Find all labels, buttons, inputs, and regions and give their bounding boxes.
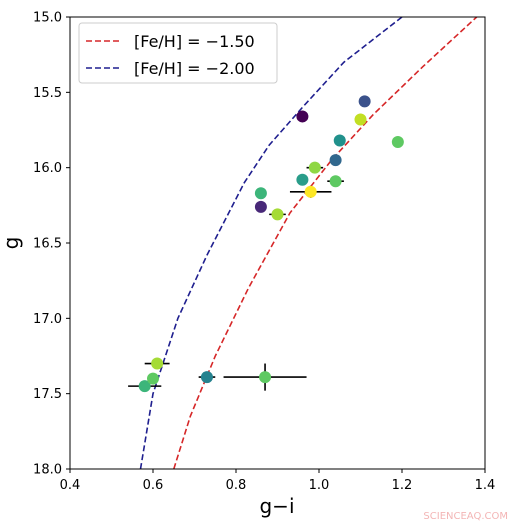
data-point <box>391 136 404 149</box>
y-tick-label: 17.5 <box>33 387 62 402</box>
data-point <box>304 185 317 198</box>
legend-box <box>78 22 278 84</box>
x-tick-label: 1.0 <box>309 478 330 493</box>
data-point <box>333 134 346 147</box>
x-axis-ticks: 0.4 0.6 0.8 1.0 1.2 1.4 <box>60 469 496 493</box>
data-point <box>354 113 367 126</box>
isochrone-curves <box>139 17 478 469</box>
x-tick-label: 1.4 <box>475 478 496 493</box>
x-tick-label: 1.2 <box>392 478 413 493</box>
data-point <box>151 357 164 370</box>
data-point <box>259 371 272 384</box>
x-axis-label: g−i <box>259 494 294 518</box>
data-point <box>296 110 309 123</box>
y-tick-label: 16.0 <box>33 161 62 176</box>
y-axis-label: g <box>0 237 23 250</box>
data-point <box>308 161 321 174</box>
isochrone-line-2 <box>139 17 403 469</box>
x-tick-label: 0.4 <box>60 478 81 493</box>
x-tick-label: 0.6 <box>143 478 164 493</box>
data-point <box>358 95 371 108</box>
data-point <box>254 187 267 200</box>
data-point <box>271 208 284 221</box>
data-point <box>329 175 342 188</box>
data-point <box>138 380 151 393</box>
data-point <box>329 154 342 167</box>
y-axis-ticks: 15.0 15.5 16.0 16.5 17.0 17.5 18.0 <box>33 11 70 478</box>
isochrone-line-1 <box>173 17 478 469</box>
y-tick-label: 17.0 <box>33 312 62 327</box>
x-tick-label: 0.8 <box>226 478 247 493</box>
watermark-text: SCIENCEAQ.COM <box>423 511 508 522</box>
scatter-points <box>138 95 404 393</box>
y-tick-label: 15.5 <box>33 86 62 101</box>
legend-label-2: [Fe/H] = −2.00 <box>134 59 255 78</box>
data-point <box>296 173 309 186</box>
legend: [Fe/H] = −1.50 [Fe/H] = −2.00 <box>78 22 278 84</box>
plot-area <box>70 17 485 469</box>
y-tick-label: 18.0 <box>33 463 62 478</box>
y-tick-label: 16.5 <box>33 237 62 252</box>
legend-label-1: [Fe/H] = −1.50 <box>134 32 255 51</box>
y-tick-label: 15.0 <box>33 11 62 26</box>
data-point <box>254 200 267 213</box>
data-point <box>147 372 159 385</box>
data-point <box>200 371 213 384</box>
